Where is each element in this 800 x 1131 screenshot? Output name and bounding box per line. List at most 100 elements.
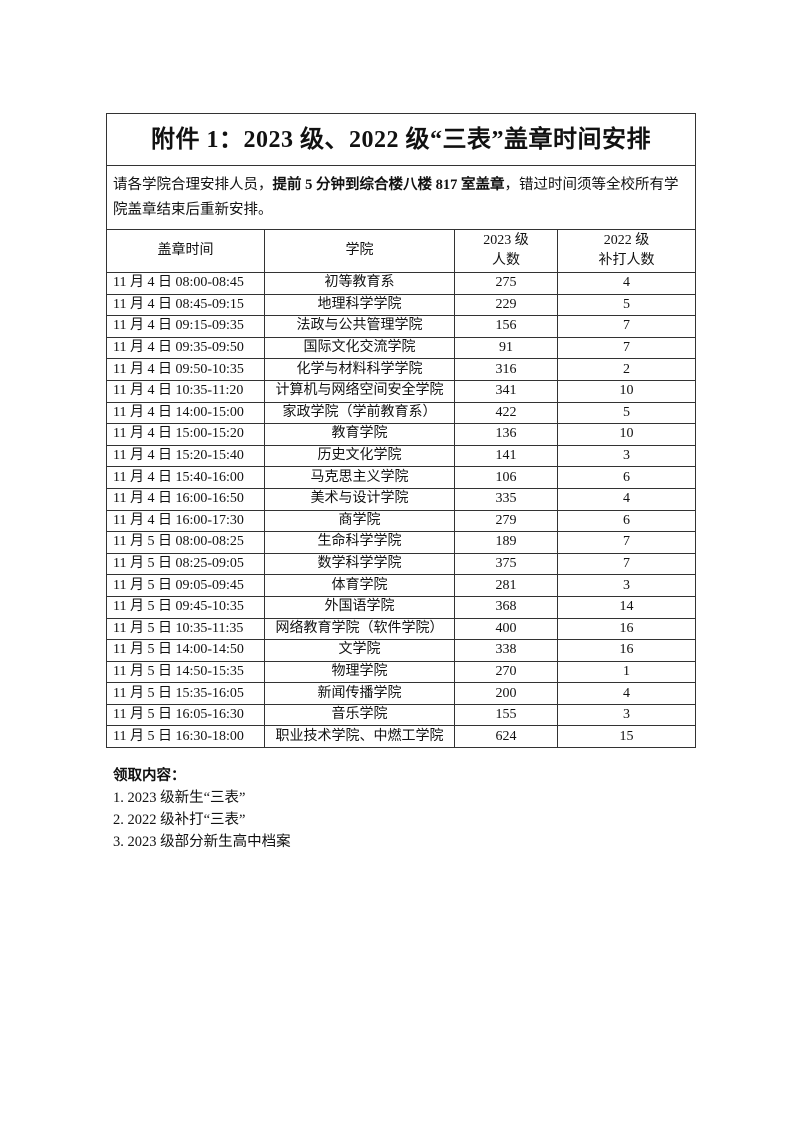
- note-emphasis: 提前 5 分钟到综合楼八楼 817 室盖章: [272, 176, 505, 193]
- table-row: 11 月 5 日 08:25-09:05 数学科学学院 375 7: [106, 552, 696, 576]
- college-cell: 外国语学院: [264, 595, 455, 619]
- table-row: 11 月 4 日 15:00-15:20 教育学院 136 10: [106, 423, 696, 446]
- count-2022-cell: 7: [557, 336, 696, 360]
- document-title: 附件 1：2023 级、2022 级“三表”盖章时间安排: [106, 113, 696, 166]
- time-cell: 11 月 5 日 14:00-14:50: [106, 639, 265, 662]
- pickup-title: 领取内容：: [113, 768, 186, 784]
- college-cell: 马克思主义学院: [264, 466, 455, 489]
- table-row: 11 月 4 日 09:50-10:35 化学与材料科学学院 316 2: [106, 358, 696, 381]
- note-suffix: ，错过时间须等全校所有学院盖章结束后重新安排。: [113, 176, 679, 218]
- college-cell: 历史文化学院: [264, 444, 455, 468]
- note-prefix: 请各学院合理安排人员，: [113, 176, 273, 193]
- header-time: 盖章时间: [106, 229, 265, 273]
- count-2023-cell: 91: [454, 336, 558, 360]
- schedule-table: 附件 1：2023 级、2022 级“三表”盖章时间安排 请各学院合理安排人员，…: [106, 113, 696, 749]
- table-row: 11 月 5 日 16:30-18:00 职业技术学院、中燃工学院 624 15: [106, 725, 696, 749]
- header-2023-line2: 人数: [492, 253, 520, 268]
- college-cell: 地理科学学院: [264, 293, 455, 317]
- count-2023-cell: 338: [454, 639, 558, 662]
- college-cell: 数学科学学院: [264, 552, 455, 576]
- time-cell: 11 月 5 日 16:05-16:30: [106, 703, 265, 727]
- count-2023-cell: 341: [454, 379, 558, 403]
- time-cell: 11 月 4 日 09:35-09:50: [106, 336, 265, 360]
- count-2022-cell: 10: [557, 423, 696, 446]
- count-2022-cell: 15: [557, 725, 696, 749]
- count-2022-cell: 5: [557, 293, 696, 317]
- count-2023-cell: 335: [454, 487, 558, 511]
- count-2022-cell: 1: [557, 660, 696, 684]
- count-2023-cell: 189: [454, 531, 558, 554]
- count-2022-cell: 7: [557, 315, 696, 338]
- count-2023-cell: 316: [454, 358, 558, 381]
- header-2023-count: 2023 级人数: [454, 229, 558, 273]
- table-row: 11 月 4 日 14:00-15:00 家政学院（学前教育系） 422 5: [106, 401, 696, 425]
- table-row: 11 月 5 日 10:35-11:35 网络教育学院（软件学院） 400 16: [106, 617, 696, 641]
- time-cell: 11 月 4 日 16:00-17:30: [106, 509, 265, 533]
- college-cell: 教育学院: [264, 423, 455, 446]
- table-row: 11 月 4 日 16:00-17:30 商学院 279 6: [106, 509, 696, 533]
- college-cell: 文学院: [264, 639, 455, 662]
- count-2023-cell: 368: [454, 595, 558, 619]
- table-row: 11 月 4 日 09:35-09:50 国际文化交流学院 91 7: [106, 336, 696, 360]
- table-header: 盖章时间 学院 2023 级人数 2022 级补打人数: [106, 229, 696, 273]
- table-row: 11 月 4 日 09:15-09:35 法政与公共管理学院 156 7: [106, 315, 696, 338]
- table-row: 11 月 5 日 08:00-08:25 生命科学学院 189 7: [106, 531, 696, 554]
- count-2022-cell: 3: [557, 574, 696, 597]
- count-2023-cell: 422: [454, 401, 558, 425]
- college-cell: 体育学院: [264, 574, 455, 597]
- time-cell: 11 月 5 日 14:50-15:35: [106, 660, 265, 684]
- college-cell: 法政与公共管理学院: [264, 315, 455, 338]
- time-cell: 11 月 5 日 08:25-09:05: [106, 552, 265, 576]
- time-cell: 11 月 5 日 16:30-18:00: [106, 725, 265, 749]
- count-2023-cell: 200: [454, 682, 558, 705]
- count-2022-cell: 7: [557, 531, 696, 554]
- table-row: 11 月 4 日 10:35-11:20 计算机与网络空间安全学院 341 10: [106, 379, 696, 403]
- count-2023-cell: 106: [454, 466, 558, 489]
- time-cell: 11 月 5 日 09:45-10:35: [106, 595, 265, 619]
- count-2022-cell: 14: [557, 595, 696, 619]
- college-cell: 新闻传播学院: [264, 682, 455, 705]
- count-2022-cell: 4: [557, 487, 696, 511]
- pickup-item: 3. 2023 级部分新生高中档案: [113, 834, 291, 850]
- time-cell: 11 月 4 日 15:40-16:00: [106, 466, 265, 489]
- count-2022-cell: 6: [557, 509, 696, 533]
- time-cell: 11 月 4 日 16:00-16:50: [106, 487, 265, 511]
- time-cell: 11 月 5 日 09:05-09:45: [106, 574, 265, 597]
- count-2023-cell: 281: [454, 574, 558, 597]
- college-cell: 职业技术学院、中燃工学院: [264, 725, 455, 749]
- table-row: 11 月 5 日 14:50-15:35 物理学院 270 1: [106, 660, 696, 684]
- count-2022-cell: 16: [557, 617, 696, 641]
- count-2023-cell: 624: [454, 725, 558, 749]
- time-cell: 11 月 5 日 08:00-08:25: [106, 531, 265, 554]
- count-2022-cell: 2: [557, 358, 696, 381]
- count-2023-cell: 279: [454, 509, 558, 533]
- college-cell: 商学院: [264, 509, 455, 533]
- time-cell: 11 月 4 日 08:45-09:15: [106, 293, 265, 317]
- count-2022-cell: 4: [557, 272, 696, 295]
- time-cell: 11 月 4 日 09:50-10:35: [106, 358, 265, 381]
- time-cell: 11 月 4 日 14:00-15:00: [106, 401, 265, 425]
- time-cell: 11 月 4 日 15:00-15:20: [106, 423, 265, 446]
- table-row: 11 月 5 日 09:05-09:45 体育学院 281 3: [106, 574, 696, 597]
- count-2023-cell: 229: [454, 293, 558, 317]
- header-college: 学院: [264, 229, 455, 273]
- time-cell: 11 月 4 日 10:35-11:20: [106, 379, 265, 403]
- college-cell: 物理学院: [264, 660, 455, 684]
- table-row: 11 月 4 日 08:45-09:15 地理科学学院 229 5: [106, 293, 696, 317]
- college-cell: 家政学院（学前教育系）: [264, 401, 455, 425]
- instruction-note: 请各学院合理安排人员，提前 5 分钟到综合楼八楼 817 室盖章，错过时间须等全…: [106, 165, 696, 230]
- time-cell: 11 月 4 日 15:20-15:40: [106, 444, 265, 468]
- college-cell: 初等教育系: [264, 272, 455, 295]
- table-row: 11 月 4 日 15:40-16:00 马克思主义学院 106 6: [106, 466, 696, 489]
- table-row: 11 月 4 日 15:20-15:40 历史文化学院 141 3: [106, 444, 696, 468]
- time-cell: 11 月 4 日 08:00-08:45: [106, 272, 265, 295]
- count-2022-cell: 4: [557, 682, 696, 705]
- college-cell: 计算机与网络空间安全学院: [264, 379, 455, 403]
- count-2022-cell: 3: [557, 703, 696, 727]
- time-cell: 11 月 4 日 09:15-09:35: [106, 315, 265, 338]
- count-2022-cell: 6: [557, 466, 696, 489]
- count-2023-cell: 141: [454, 444, 558, 468]
- table-row: 11 月 4 日 08:00-08:45 初等教育系 275 4: [106, 272, 696, 295]
- time-cell: 11 月 5 日 10:35-11:35: [106, 617, 265, 641]
- header-2022-count: 2022 级补打人数: [557, 229, 696, 273]
